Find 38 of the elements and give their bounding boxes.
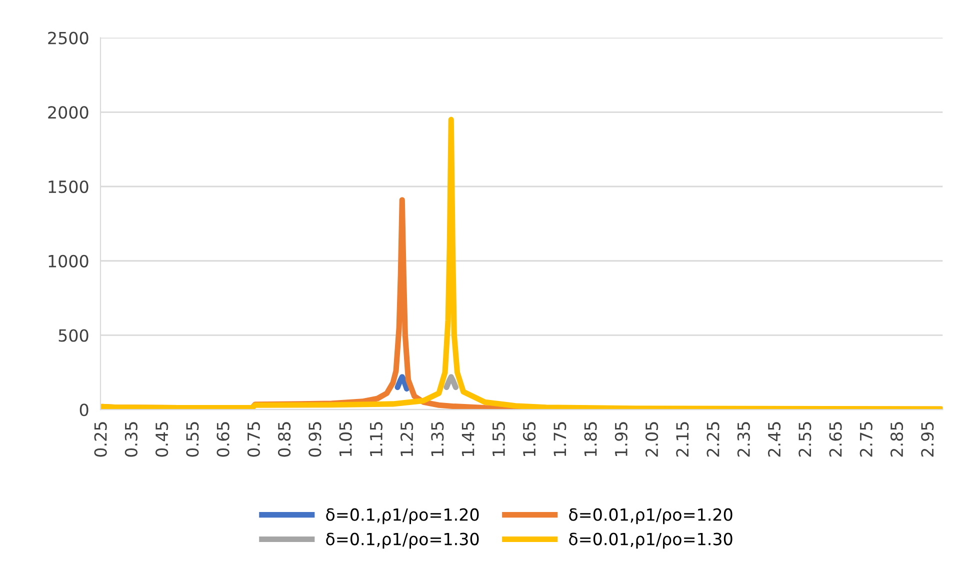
- y-tick-label: 1500: [48, 180, 88, 194]
- x-tick-label: 0.25: [94, 422, 107, 457]
- x-tick-label: 2.15: [676, 422, 689, 457]
- x-tick-label: 2.85: [890, 422, 904, 457]
- x-tick-label: 2.75: [860, 422, 872, 457]
- x-tick-label: 2.55: [798, 422, 812, 457]
- x-tick-label: 1.75: [554, 422, 566, 456]
- x-tick-label: 2.65: [829, 422, 842, 457]
- x-tick-label: 0.75: [247, 422, 260, 457]
- legend-label: δ=0.01,ρ1/ρo=1.30: [569, 532, 732, 549]
- y-tick-label: 1000: [48, 254, 88, 268]
- x-tick-label: 0.35: [124, 422, 138, 457]
- x-tick-label: 1.55: [492, 422, 505, 456]
- x-tick-label: 1.05: [339, 422, 352, 456]
- x-tick-label: 1.25: [400, 422, 414, 456]
- y-tick-label: 0: [80, 404, 88, 416]
- x-tick-label: 1.15: [370, 422, 382, 456]
- x-tick-label: 1.45: [462, 422, 474, 456]
- legend-label: δ=0.01,ρ1/ρo=1.20: [569, 508, 732, 524]
- y-tick-label: 2500: [48, 32, 88, 44]
- x-tick-label: 0.65: [216, 422, 230, 457]
- x-tick-label: 2.35: [737, 422, 750, 457]
- x-tick-label: 0.95: [308, 422, 322, 457]
- x-tick-label: 1.85: [584, 422, 597, 456]
- x-tick-label: 2.95: [921, 422, 934, 457]
- x-tick-label: 0.45: [155, 422, 168, 457]
- x-tick-label: 2.05: [645, 422, 658, 457]
- x-tick-label: 1.35: [431, 422, 444, 456]
- x-tick-label: 1.65: [522, 422, 536, 456]
- x-tick-label: 0.55: [186, 422, 199, 457]
- x-tick-label: 1.95: [614, 422, 628, 456]
- x-tick-label: 2.25: [706, 422, 720, 457]
- legend-label: δ=0.1,ρ1/ρo=1.20: [326, 508, 479, 524]
- legend-label: δ=0.1,ρ1/ρo=1.30: [326, 532, 479, 549]
- y-tick-label: 500: [58, 329, 88, 342]
- y-tick-label: 2000: [48, 106, 88, 119]
- x-tick-label: 0.85: [278, 422, 291, 457]
- x-tick-label: 2.45: [768, 422, 781, 457]
